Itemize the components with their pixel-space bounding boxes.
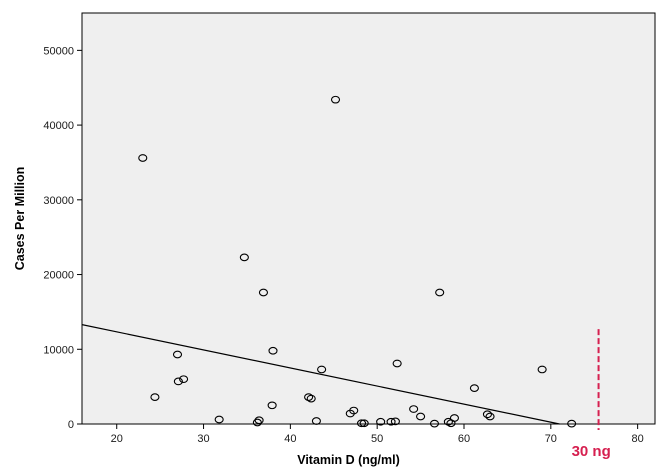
scatter-point: [376, 417, 386, 426]
scatter-point: [150, 393, 160, 401]
scatter-point: [469, 384, 479, 392]
y-tick-label: 10000: [43, 344, 74, 356]
scatter-point: [345, 409, 355, 418]
plot-area: [81, 12, 656, 425]
scatter-point: [254, 416, 264, 425]
x-tick-label: 60: [458, 433, 470, 445]
scatter-point: [482, 410, 492, 419]
scatter-point: [304, 393, 314, 401]
scatter-point: [172, 350, 183, 359]
scatter-point: [330, 95, 341, 104]
y-axis-title: Cases Per Million: [13, 167, 27, 271]
scatter-points: [138, 95, 577, 428]
scatter-point: [567, 419, 577, 428]
scatter-point: [392, 359, 402, 368]
x-axis-title: Vitamin D (ng/ml): [297, 453, 400, 467]
scatter-point: [267, 401, 277, 410]
x-tick-label: 30: [197, 433, 209, 445]
y-tick-label: 40000: [43, 120, 74, 132]
scatter-point: [386, 417, 396, 426]
scatter-point: [357, 419, 367, 428]
scatter-point: [446, 419, 456, 428]
scatter-point: [239, 253, 249, 262]
scatter-point: [443, 417, 453, 426]
scatter-point: [306, 394, 316, 403]
scatter-point: [252, 418, 262, 427]
scatter-point: [268, 346, 278, 355]
x-tick-label: 80: [632, 433, 644, 445]
threshold-label: 30 ng: [572, 443, 611, 460]
y-tick-label: 20000: [43, 270, 74, 282]
scatter-point: [179, 375, 189, 384]
scatter-point: [485, 412, 495, 421]
scatter-point: [390, 417, 400, 426]
regression-line: [81, 324, 560, 425]
scatter-point: [435, 288, 445, 297]
scatter-point: [173, 377, 183, 386]
x-tick-label: 70: [545, 433, 557, 445]
scatter-point: [317, 365, 327, 374]
scatter-point: [416, 412, 426, 421]
scatter-point: [214, 415, 224, 424]
scatter-point: [258, 288, 269, 297]
scatter-point: [138, 154, 148, 162]
scatter-point: [537, 365, 547, 374]
x-axis: 20 30 40 50 60 70 80: [111, 424, 644, 445]
scatter-point: [429, 419, 440, 428]
x-tick-label: 50: [371, 433, 383, 445]
scatter-point: [359, 419, 369, 428]
y-tick-label: 0: [68, 419, 74, 431]
x-tick-label: 40: [284, 433, 296, 445]
y-tick-label: 50000: [43, 45, 74, 57]
y-tick-label: 30000: [43, 195, 74, 207]
scatter-point: [311, 417, 321, 425]
x-tick-label: 20: [111, 433, 123, 445]
scatter-point: [409, 405, 419, 413]
y-axis: 0 10000 20000 30000 40000 50000: [43, 45, 82, 431]
